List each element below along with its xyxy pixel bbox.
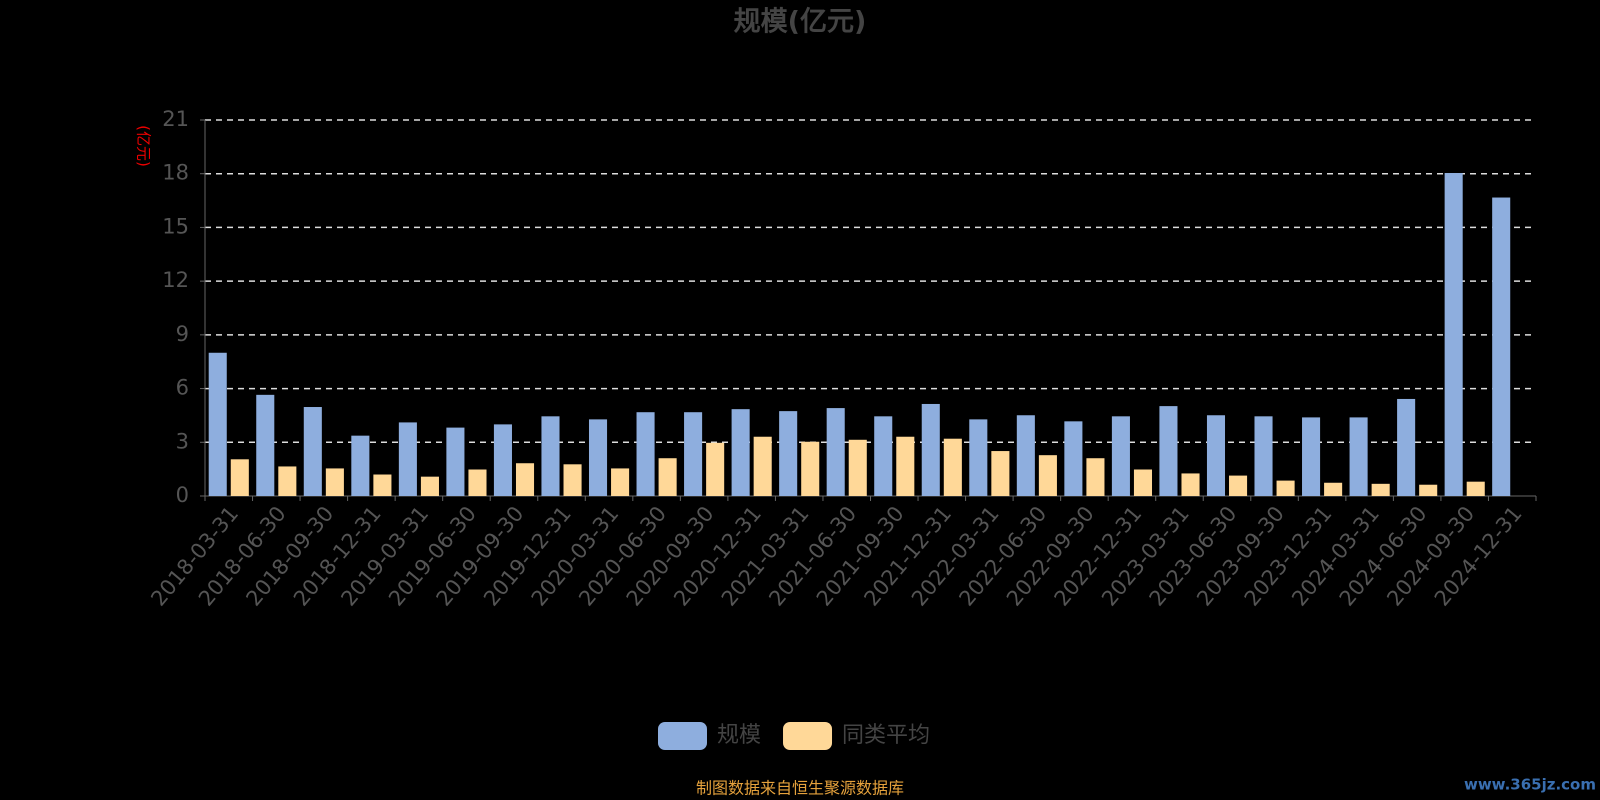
bar xyxy=(208,352,227,496)
bar xyxy=(493,424,512,496)
bar xyxy=(398,422,417,496)
bar xyxy=(921,403,940,496)
y-axis-label: (亿元) xyxy=(135,125,153,167)
bar xyxy=(1181,473,1200,496)
bar xyxy=(1371,483,1390,496)
y-tick-label: 6 xyxy=(176,376,189,400)
bar xyxy=(731,409,750,496)
bar xyxy=(896,436,915,496)
bar xyxy=(1492,197,1511,496)
bar xyxy=(1206,415,1226,496)
bar xyxy=(1276,480,1295,496)
y-tick-label: 9 xyxy=(176,322,189,346)
legend-label: 同类平均 xyxy=(842,723,930,748)
source-note: 制图数据来自恒生聚源数据库 xyxy=(696,779,904,798)
bar xyxy=(303,407,322,496)
bar xyxy=(1111,416,1130,496)
bar xyxy=(943,438,962,496)
bar xyxy=(1349,417,1368,496)
bar xyxy=(1159,406,1178,496)
bar xyxy=(230,459,249,496)
bar xyxy=(515,463,535,496)
bar xyxy=(779,411,798,496)
bar xyxy=(1466,481,1485,496)
bar xyxy=(684,412,703,496)
bar xyxy=(256,394,275,496)
bar xyxy=(541,416,560,496)
bar xyxy=(1419,484,1438,496)
bar xyxy=(1324,482,1343,496)
legend-label: 规模 xyxy=(717,723,761,748)
bar xyxy=(468,469,487,496)
bar xyxy=(351,435,370,496)
bar xyxy=(278,466,297,496)
y-tick-label: 0 xyxy=(176,483,189,507)
bar xyxy=(848,439,867,496)
bar xyxy=(563,464,582,496)
bar xyxy=(1397,398,1416,496)
bar xyxy=(1086,458,1105,496)
bar xyxy=(325,468,344,496)
bar xyxy=(1064,421,1083,496)
bar xyxy=(1444,172,1463,496)
y-tick-label: 15 xyxy=(162,214,189,238)
bar xyxy=(1302,417,1321,496)
bar xyxy=(1254,416,1273,496)
bar xyxy=(373,474,392,496)
bar xyxy=(753,436,772,496)
bar xyxy=(1229,475,1248,496)
bar xyxy=(636,412,655,496)
bar xyxy=(611,468,630,496)
bar xyxy=(826,408,845,496)
legend-swatch xyxy=(658,722,707,750)
bar xyxy=(874,416,893,496)
chart-title: 规模(亿元) xyxy=(734,7,867,38)
bar xyxy=(706,442,725,496)
y-tick-label: 12 xyxy=(162,268,189,292)
bar xyxy=(991,451,1010,496)
y-tick-label: 21 xyxy=(162,107,189,131)
bar xyxy=(1038,455,1057,496)
bar xyxy=(1016,415,1035,496)
watermark: www.365jz.com xyxy=(1464,776,1596,794)
bar xyxy=(969,419,988,496)
bar xyxy=(588,419,608,496)
y-tick-label: 18 xyxy=(162,161,189,185)
bar xyxy=(1133,469,1153,496)
y-tick-label: 3 xyxy=(176,429,189,453)
bar xyxy=(658,458,677,496)
bar xyxy=(420,476,439,496)
legend-swatch xyxy=(783,722,833,750)
bar xyxy=(446,427,465,496)
bar xyxy=(801,441,820,496)
